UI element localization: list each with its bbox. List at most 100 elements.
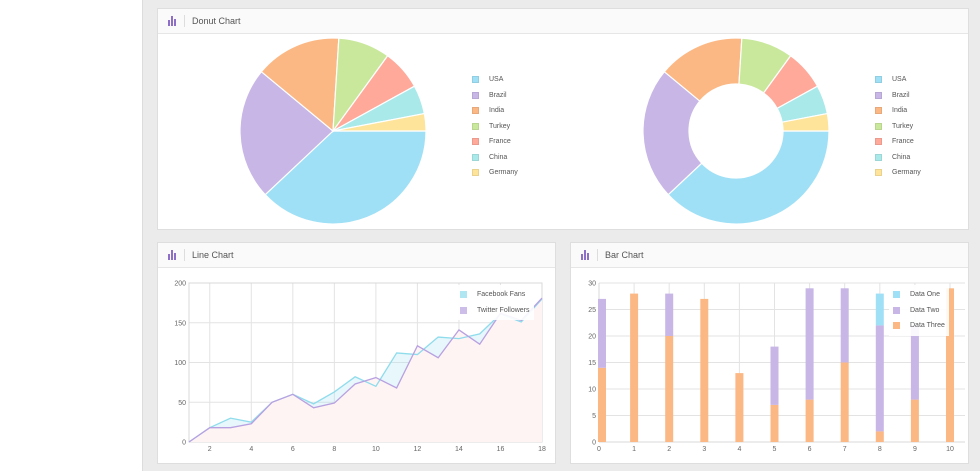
y-tick-label: 10 xyxy=(588,387,596,394)
bar-data-three[interactable] xyxy=(598,367,606,442)
bar-data-three[interactable] xyxy=(665,336,674,442)
x-tick-label: 8 xyxy=(332,446,336,453)
x-tick-label: 14 xyxy=(455,446,463,453)
x-tick-label: 9 xyxy=(913,446,917,453)
y-tick-label: 150 xyxy=(174,320,186,327)
pie-legend-item[interactable]: Turkey xyxy=(472,119,518,135)
pie-legend-item[interactable]: Germany xyxy=(472,165,518,181)
pie-slice-usa[interactable] xyxy=(264,130,427,225)
legend-swatch xyxy=(460,291,467,299)
pie-slice-brazil[interactable] xyxy=(239,70,334,196)
panel-title: Line Chart xyxy=(192,250,234,260)
x-tick-label: 4 xyxy=(737,446,741,453)
bar-data-three[interactable] xyxy=(770,404,779,442)
bar-chart-icon xyxy=(168,250,178,260)
legend-label: Brazil xyxy=(892,91,910,99)
bar-chart-icon xyxy=(168,16,178,26)
pie-legend-item[interactable]: India xyxy=(472,103,518,119)
pie-legend-item[interactable]: China xyxy=(472,150,518,166)
donut-legend-item[interactable]: Turkey xyxy=(875,119,921,135)
line-legend-item[interactable]: Facebook Fans xyxy=(460,287,530,303)
bar-data-two[interactable] xyxy=(665,293,674,336)
bar-data-two[interactable] xyxy=(910,325,919,400)
donut-legend: USA Brazil India Turkey France China Germany xyxy=(875,72,921,181)
x-tick-label: 16 xyxy=(497,446,505,453)
donut-slice-brazil[interactable] xyxy=(642,70,703,196)
bar-legend-item[interactable]: Data Three xyxy=(893,318,945,334)
legend-swatch xyxy=(893,306,900,314)
bar-legend-item[interactable]: Data Two xyxy=(893,303,945,319)
panel-title: Donut Chart xyxy=(192,16,241,26)
legend-swatch xyxy=(875,138,882,146)
panel-header: Line Chart xyxy=(158,243,555,268)
x-tick-label: 18 xyxy=(538,446,546,453)
bar-data-two[interactable] xyxy=(840,288,849,363)
legend-label: India xyxy=(892,107,908,115)
x-tick-label: 3 xyxy=(702,446,706,453)
legend-swatch xyxy=(875,107,882,115)
legend-label: China xyxy=(892,153,911,161)
y-tick-label: 25 xyxy=(588,307,596,314)
bar-data-two[interactable] xyxy=(875,325,884,432)
pie-legend-item[interactable]: France xyxy=(472,134,518,150)
bar-legend-item[interactable]: Data One xyxy=(893,287,945,303)
panel-header: Bar Chart xyxy=(571,243,968,268)
x-tick-label: 8 xyxy=(878,446,882,453)
donut-legend-item[interactable]: China xyxy=(875,150,921,166)
bar-data-three[interactable] xyxy=(700,298,709,442)
x-tick-label: 10 xyxy=(372,446,380,453)
bar-data-three[interactable] xyxy=(735,373,744,442)
y-tick-label: 0 xyxy=(592,440,596,447)
y-tick-label: 5 xyxy=(592,413,596,420)
donut-legend-item[interactable]: France xyxy=(875,134,921,150)
donut-slice-germany[interactable] xyxy=(781,112,830,132)
bar-data-two[interactable] xyxy=(770,346,779,405)
facebook-fans-line[interactable] xyxy=(188,298,543,443)
donut-legend-item[interactable]: Germany xyxy=(875,165,921,181)
x-tick-label: 5 xyxy=(773,446,777,453)
bar-data-three[interactable] xyxy=(840,362,849,443)
line-legend-item[interactable]: Twitter Followers xyxy=(460,303,530,319)
legend-label: China xyxy=(489,153,508,161)
pie-legend: USA Brazil India Turkey France China Germany xyxy=(472,72,518,181)
legend-swatch xyxy=(893,322,900,330)
twitter-followers-line[interactable] xyxy=(188,297,543,443)
pie-legend-item[interactable]: USA xyxy=(472,72,518,88)
legend-label: Data Three xyxy=(910,322,945,330)
legend-label: Data One xyxy=(910,291,940,299)
bar-data-three[interactable] xyxy=(946,288,954,442)
x-tick-label: 7 xyxy=(843,446,847,453)
legend-swatch xyxy=(472,122,479,130)
bar-data-three[interactable] xyxy=(875,431,884,442)
legend-label: Brazil xyxy=(489,91,507,99)
legend-swatch xyxy=(875,91,882,99)
x-tick-label: 2 xyxy=(667,446,671,453)
donut-legend-item[interactable]: Brazil xyxy=(875,88,921,104)
y-tick-label: 50 xyxy=(178,400,186,407)
donut-slice-usa[interactable] xyxy=(667,130,830,225)
x-tick-label: 12 xyxy=(414,446,422,453)
donut-legend-item[interactable]: India xyxy=(875,103,921,119)
legend-swatch xyxy=(472,169,479,177)
pie-legend-item[interactable]: Brazil xyxy=(472,88,518,104)
bar-data-three[interactable] xyxy=(910,399,919,442)
legend-swatch xyxy=(893,291,900,299)
pie-slice-india[interactable] xyxy=(260,37,340,133)
donut-legend-item[interactable]: USA xyxy=(875,72,921,88)
legend-label: France xyxy=(489,138,511,146)
panel-header: Donut Chart xyxy=(158,9,968,34)
bar-data-two[interactable] xyxy=(598,298,606,368)
pie-slice-germany[interactable] xyxy=(332,112,427,132)
legend-label: USA xyxy=(489,76,504,84)
bar-data-one[interactable] xyxy=(875,293,884,326)
bar-data-three[interactable] xyxy=(805,399,814,442)
legend-label: India xyxy=(489,107,505,115)
bar-data-three[interactable] xyxy=(630,293,639,442)
line-legend: Facebook Fans Twitter Followers xyxy=(456,285,534,320)
y-tick-label: 0 xyxy=(182,440,186,447)
series-area-1 xyxy=(189,298,542,442)
bar-data-two[interactable] xyxy=(805,288,814,400)
legend-swatch xyxy=(875,122,882,130)
legend-label: Germany xyxy=(892,169,921,177)
